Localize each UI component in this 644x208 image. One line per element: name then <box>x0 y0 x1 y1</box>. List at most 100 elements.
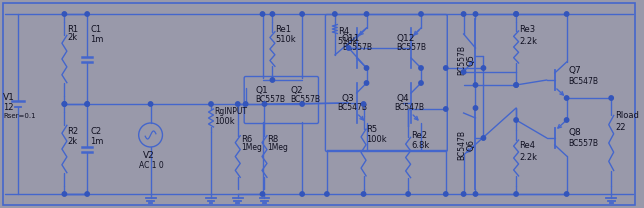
Text: 510k: 510k <box>338 37 359 47</box>
Text: 6.8k: 6.8k <box>411 141 430 151</box>
Text: Rser=0.1: Rser=0.1 <box>3 113 35 119</box>
Circle shape <box>473 106 478 110</box>
Text: 2k: 2k <box>68 137 77 146</box>
Text: Q12: Q12 <box>396 33 415 42</box>
Circle shape <box>461 192 466 196</box>
Circle shape <box>419 66 423 70</box>
Circle shape <box>333 12 337 16</box>
Text: Re4: Re4 <box>519 140 535 150</box>
Circle shape <box>85 102 90 106</box>
Text: Q2: Q2 <box>290 85 303 94</box>
Text: 2k: 2k <box>68 33 77 42</box>
Circle shape <box>260 192 265 196</box>
Text: V1: V1 <box>3 94 15 103</box>
Circle shape <box>262 102 267 106</box>
Circle shape <box>514 83 518 87</box>
Text: R1: R1 <box>68 26 79 35</box>
Text: RgINPUT: RgINPUT <box>214 108 247 116</box>
Circle shape <box>361 192 366 196</box>
Circle shape <box>564 12 569 16</box>
Text: BC547B: BC547B <box>394 104 424 113</box>
Circle shape <box>514 12 518 16</box>
Text: 22: 22 <box>615 124 626 132</box>
Text: BC557B: BC557B <box>342 43 372 52</box>
Circle shape <box>85 192 90 196</box>
Circle shape <box>481 136 486 140</box>
Text: 100k: 100k <box>366 135 387 144</box>
Text: 2.2k: 2.2k <box>519 152 537 161</box>
Circle shape <box>148 102 153 106</box>
Text: Re3: Re3 <box>519 26 535 35</box>
Circle shape <box>62 192 66 196</box>
Circle shape <box>473 12 478 16</box>
Circle shape <box>406 192 410 196</box>
Text: C1: C1 <box>90 26 101 35</box>
Circle shape <box>514 118 518 122</box>
Circle shape <box>243 102 248 106</box>
Circle shape <box>461 70 466 74</box>
Text: 1m: 1m <box>90 36 104 45</box>
Text: R2: R2 <box>68 128 79 136</box>
Text: BC547B: BC547B <box>337 104 367 113</box>
Text: Q3: Q3 <box>342 94 354 103</box>
Circle shape <box>473 192 478 196</box>
Text: BC557B: BC557B <box>290 95 320 104</box>
Text: 1Meg: 1Meg <box>267 144 289 152</box>
Circle shape <box>564 118 569 122</box>
Circle shape <box>361 102 366 106</box>
Text: BC557B: BC557B <box>396 43 426 52</box>
Text: V2: V2 <box>143 151 155 160</box>
Text: Q11: Q11 <box>342 33 360 42</box>
Circle shape <box>62 102 66 106</box>
Circle shape <box>260 12 265 16</box>
Circle shape <box>85 102 90 106</box>
Circle shape <box>346 46 351 50</box>
Text: Q1: Q1 <box>256 85 269 94</box>
Circle shape <box>473 83 478 87</box>
Text: Re2: Re2 <box>411 131 427 140</box>
Circle shape <box>481 66 486 70</box>
Text: Rload: Rload <box>615 111 639 120</box>
Text: R6: R6 <box>241 135 252 144</box>
Circle shape <box>444 107 448 111</box>
Circle shape <box>461 12 466 16</box>
Text: C2: C2 <box>90 128 101 136</box>
Text: Q4: Q4 <box>396 94 409 103</box>
Text: Q7: Q7 <box>569 66 582 74</box>
Text: AC 1 0: AC 1 0 <box>138 161 164 170</box>
Circle shape <box>300 102 305 106</box>
Text: 2.2k: 2.2k <box>519 37 537 47</box>
Circle shape <box>270 78 274 82</box>
Circle shape <box>564 192 569 196</box>
Circle shape <box>444 192 448 196</box>
Circle shape <box>270 12 274 16</box>
Text: 510k: 510k <box>276 36 296 45</box>
Circle shape <box>514 12 518 16</box>
Text: R5: R5 <box>366 125 377 134</box>
Text: 12: 12 <box>3 104 14 113</box>
Circle shape <box>514 83 518 87</box>
Text: Q6: Q6 <box>466 139 475 151</box>
Circle shape <box>325 192 329 196</box>
Circle shape <box>300 12 305 16</box>
Text: Re1: Re1 <box>276 26 291 35</box>
Circle shape <box>365 12 369 16</box>
Text: R8: R8 <box>267 135 279 144</box>
Circle shape <box>365 81 369 85</box>
Circle shape <box>514 192 518 196</box>
Circle shape <box>365 66 369 70</box>
Circle shape <box>209 102 213 106</box>
Text: BC557B: BC557B <box>457 45 466 75</box>
Circle shape <box>300 192 305 196</box>
Text: BC547B: BC547B <box>457 130 466 160</box>
Circle shape <box>419 12 423 16</box>
Text: 100k: 100k <box>214 118 234 126</box>
Circle shape <box>236 102 240 106</box>
Text: Q8: Q8 <box>569 129 582 137</box>
Circle shape <box>85 12 90 16</box>
Circle shape <box>62 102 66 106</box>
Text: 1Meg: 1Meg <box>241 144 261 152</box>
Text: R4: R4 <box>338 27 349 36</box>
Circle shape <box>564 96 569 100</box>
Text: BC547B: BC547B <box>569 78 599 87</box>
